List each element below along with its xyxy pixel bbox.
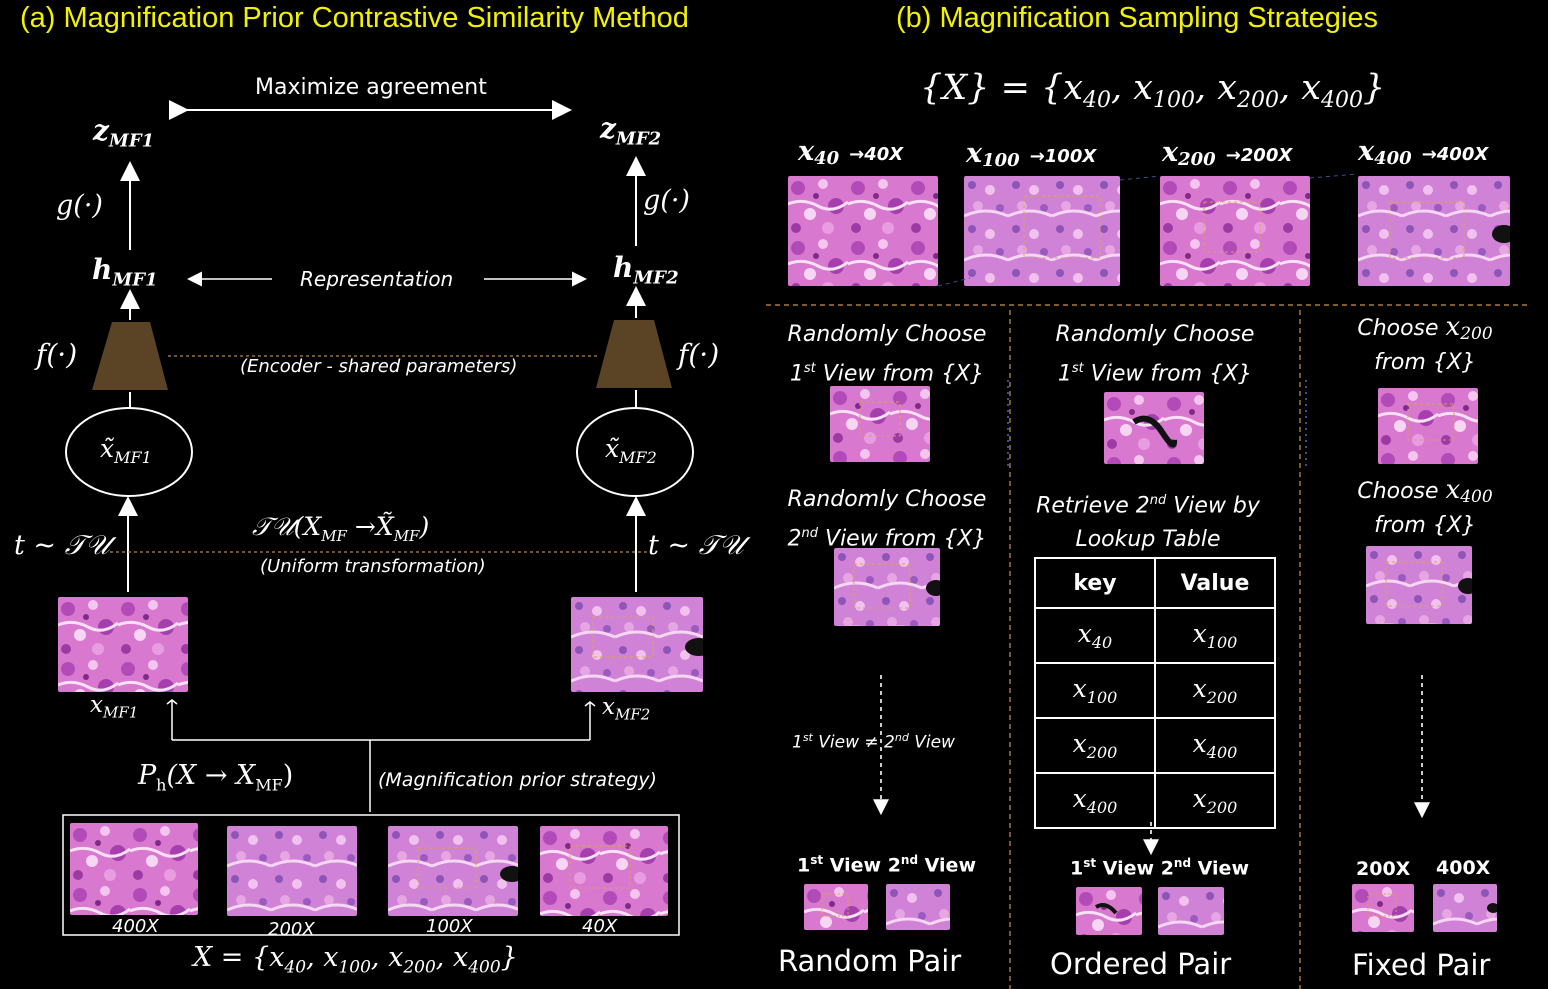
ordered-pair-label: Ordered Pair xyxy=(1050,947,1232,981)
transform-note: (Uniform transformation) xyxy=(260,556,486,577)
tissue-random-view1 xyxy=(830,386,930,462)
encoder-note: (Encoder - shared parameters) xyxy=(240,356,518,377)
tissue-ordered-view1 xyxy=(1104,392,1204,464)
tissue-random-view2 xyxy=(834,548,940,626)
random-neq-note: 1st View ≠ 2nd View xyxy=(792,731,955,753)
prior-note: (Magnification prior strategy) xyxy=(378,769,657,791)
tissue-100x xyxy=(388,826,518,916)
lookup-header-value: Value xyxy=(1154,557,1276,609)
tissue-random-pair-2 xyxy=(886,884,950,930)
fixed-pair-label: Fixed Pair xyxy=(1352,948,1491,982)
set-formula-b: {X} = {x40, x100, x200, x400} xyxy=(920,68,1386,113)
tissue-fixed-pair-1 xyxy=(1352,884,1414,932)
tissue-fixed-pair-2 xyxy=(1433,884,1497,932)
encoder-right xyxy=(596,320,672,388)
prior-formula: Ph(X → XMF) xyxy=(138,760,294,795)
mag-label-100x: 100X xyxy=(426,916,473,937)
mag-label-40x: 40X xyxy=(582,916,618,937)
table-row: x40 x100 xyxy=(1034,607,1276,664)
ellipse-right xyxy=(576,407,694,497)
table-row: x200 x400 xyxy=(1034,717,1276,774)
random-view-labels: 1st View 2nd View xyxy=(797,853,976,877)
tissue-400x xyxy=(70,823,198,915)
x-tilde-mf1-label: x̃MF1 xyxy=(100,434,152,467)
h-mf1-label: hMF1 xyxy=(92,253,158,291)
ordered-step2: Retrieve 2nd View by Lookup Table xyxy=(1036,493,1260,553)
tissue-200x xyxy=(227,826,357,916)
tissue-ordered-pair-1 xyxy=(1076,887,1142,935)
tissue-x200 xyxy=(1160,176,1310,286)
panel-b-lines xyxy=(766,173,1530,989)
tissue-image-xmf2 xyxy=(571,597,703,692)
random-step1: Randomly Choose 1st View from {X} xyxy=(787,322,987,387)
z-mf1-label: zMF1 xyxy=(93,114,155,152)
tissue-ordered-pair-2 xyxy=(1158,887,1224,935)
tissue-x400 xyxy=(1358,176,1510,286)
random-step2: Randomly Choose 2nd View from {X} xyxy=(787,487,987,552)
h-mf2-label: hMF2 xyxy=(613,251,679,289)
table-row: x100 x200 xyxy=(1034,662,1276,719)
x-tilde-mf2-label: x̃MF2 xyxy=(605,434,657,467)
tissue-x40 xyxy=(788,176,938,286)
table-row: x400 x200 xyxy=(1034,772,1276,829)
g-right-label: g(·) xyxy=(643,185,690,216)
f-right-label: f(·) xyxy=(678,338,720,371)
t-right-label: t ~ 𝒯𝒰 xyxy=(648,530,744,561)
representation-label: Representation xyxy=(300,267,454,291)
fixed-step2: Choose x400 from {X} xyxy=(1357,475,1493,538)
ordered-view-labels: 1st View 2nd View xyxy=(1070,856,1249,880)
maximize-agreement-label: Maximize agreement xyxy=(255,75,487,100)
mag-header-400: x400 →400X xyxy=(1358,136,1489,170)
f-left-label: f(·) xyxy=(36,338,78,371)
ellipse-left xyxy=(65,407,193,497)
x-mf2-label: xMF2 xyxy=(602,694,651,724)
t-left-label: t ~ 𝒯𝒰 xyxy=(14,530,110,561)
ordered-step1: Randomly Choose 1st View from {X} xyxy=(1055,322,1255,387)
mag-header-40: x40 →40X xyxy=(798,136,904,170)
tissue-random-pair-1 xyxy=(804,884,868,930)
g-left-label: g(·) xyxy=(56,190,103,221)
fixed-label-400x: 400X xyxy=(1436,857,1491,879)
mag-header-100: x100 →100X xyxy=(966,138,1097,172)
fixed-label-200x: 200X xyxy=(1356,858,1411,880)
tissue-fixed-x400 xyxy=(1366,546,1472,624)
z-mf2-label: zMF2 xyxy=(600,112,662,150)
panel-a-title: (a) Magnification Prior Contrastive Simi… xyxy=(20,2,689,34)
fixed-step1: Choose x200 from {X} xyxy=(1357,312,1493,375)
panel-b-title: (b) Magnification Sampling Strategies xyxy=(896,2,1378,34)
mag-header-200: x200 →200X xyxy=(1162,137,1293,171)
mag-label-200x: 200X xyxy=(268,919,315,940)
mag-label-400x: 400X xyxy=(112,916,159,937)
magnification-set-box xyxy=(62,814,680,936)
lookup-table: key Value x40 x100 x100 x200 x200 x400 x… xyxy=(1034,557,1276,829)
x-mf1-label: xMF1 xyxy=(90,692,139,722)
set-formula-a: X = {x40, x100, x200, x400} xyxy=(193,942,518,978)
transform-formula: 𝒯𝒰(XMF →X̃MF) xyxy=(252,512,430,545)
tissue-40x xyxy=(540,826,668,916)
tissue-x100 xyxy=(964,176,1120,286)
tissue-fixed-x200 xyxy=(1378,388,1478,464)
encoder-left xyxy=(92,322,168,390)
panel-a-lines xyxy=(62,100,694,936)
lookup-header-key: key xyxy=(1034,557,1156,609)
random-pair-label: Random Pair xyxy=(778,944,962,978)
tissue-image-xmf1 xyxy=(58,597,188,692)
